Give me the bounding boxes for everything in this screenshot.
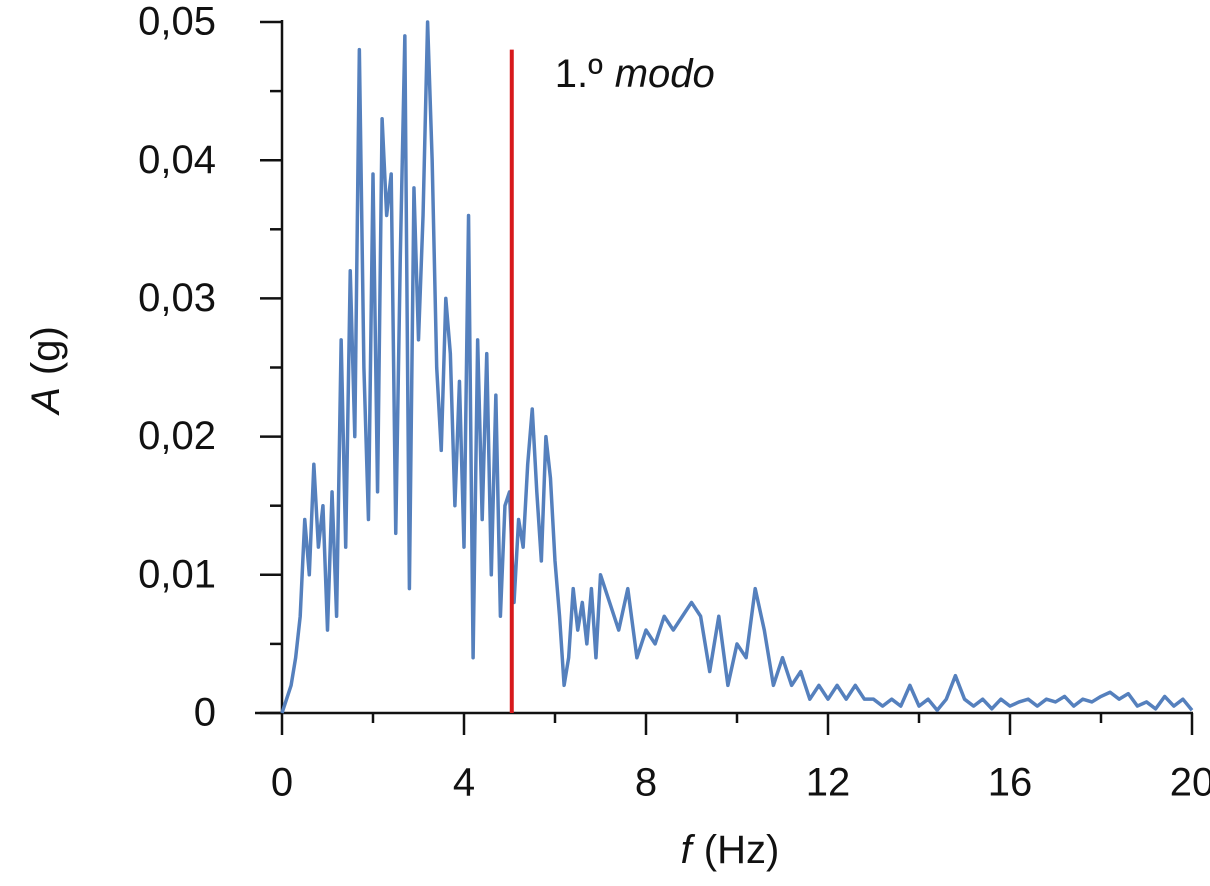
y-axis-label: A (g) xyxy=(24,326,68,416)
x-tick-label: 16 xyxy=(988,761,1033,805)
x-tick-label: 4 xyxy=(453,761,475,805)
x-tick-label: 20 xyxy=(1170,761,1210,805)
mode-label-word: modo xyxy=(615,52,715,96)
spectrum-line xyxy=(280,20,1194,714)
y-tick-label: 0,05 xyxy=(138,0,216,44)
y-tick-label: 0,03 xyxy=(138,276,216,320)
x-tick-label: 12 xyxy=(806,761,851,805)
y-tick-label: 0,01 xyxy=(138,552,216,596)
mode-label-number: 1.º xyxy=(555,52,603,96)
x-label-unit: (Hz) xyxy=(704,828,780,872)
x-label-symbol: f xyxy=(681,828,696,872)
mode-label: 1.º modo xyxy=(555,52,715,96)
x-tick-label: 0 xyxy=(271,761,293,805)
x-axis-label: f (Hz) xyxy=(681,828,780,872)
y-label-symbol: A xyxy=(24,387,68,416)
y-tick-label: 0 xyxy=(194,691,216,735)
y-tick-label: 0,02 xyxy=(138,414,216,458)
x-tick-label: 8 xyxy=(635,761,657,805)
y-tick-label: 0,04 xyxy=(138,138,216,182)
y-label-unit: (g) xyxy=(24,326,68,375)
